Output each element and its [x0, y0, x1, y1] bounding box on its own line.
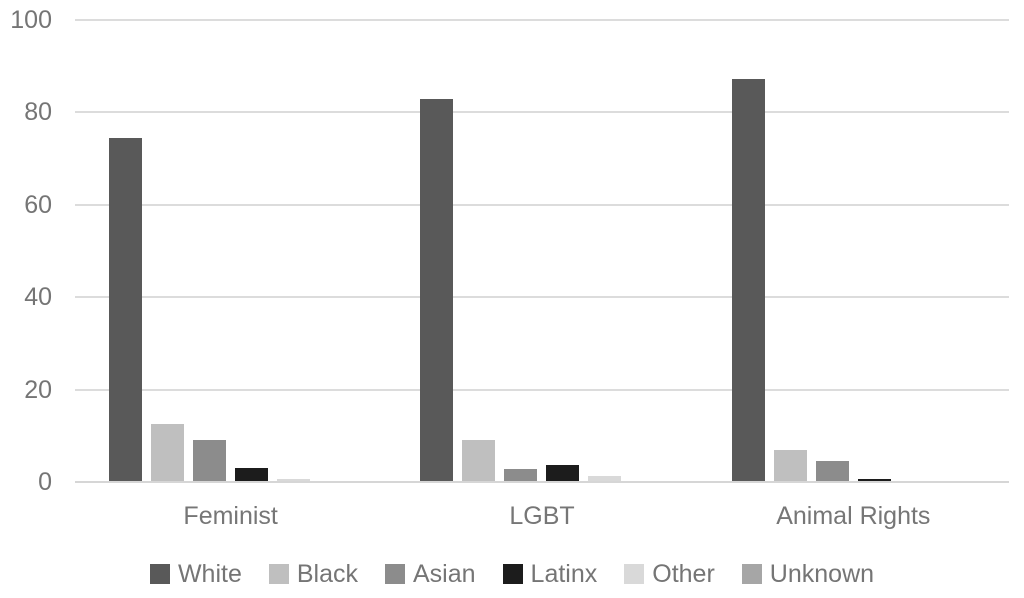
legend-swatch-latinx	[502, 564, 523, 584]
gridline-y-40	[75, 296, 1009, 299]
bar-group-feminist	[75, 20, 386, 482]
legend-swatch-black	[268, 564, 289, 584]
gridline-y-80	[75, 111, 1009, 114]
legend-label-unknown: Unknown	[769, 560, 875, 588]
bar-other-feminist	[277, 479, 311, 482]
legend-item-other: Other	[624, 560, 715, 588]
legend-swatch-asian	[385, 564, 405, 584]
gridline-y-100	[75, 19, 1009, 21]
x-category-label-feminist: Feminist	[183, 502, 278, 530]
legend-label-asian: Asian	[413, 560, 476, 588]
legend-item-unknown: Unknown	[741, 560, 875, 588]
chart-legend: White Black Asian Latinx Other Unknown	[0, 560, 1024, 588]
legend-item-black: Black	[268, 560, 358, 588]
bar-white-lgbt	[420, 99, 454, 482]
legend-item-latinx: Latinx	[502, 560, 598, 588]
legend-swatch-white	[149, 564, 170, 584]
bar-black-animal-rights	[773, 450, 807, 482]
y-tick-label-0: 0	[38, 468, 52, 496]
y-tick-label-40: 40	[24, 283, 52, 312]
legend-swatch-unknown	[741, 564, 762, 584]
bar-latinx-animal-rights	[857, 479, 891, 482]
bar-other-lgbt	[588, 476, 622, 482]
x-category-label-animal-rights: Animal Rights	[776, 502, 931, 530]
legend-label-black: Black	[296, 560, 358, 588]
bar-asian-animal-rights	[815, 461, 849, 482]
legend-swatch-other	[624, 564, 645, 584]
legend-item-white: White	[149, 560, 242, 588]
bar-asian-lgbt	[504, 469, 538, 482]
x-category-label-lgbt: LGBT	[509, 502, 575, 530]
y-tick-label-80: 80	[24, 98, 52, 127]
gridline-y-20	[75, 388, 1009, 391]
bar-group-animal-rights	[698, 20, 1009, 482]
gridline-y-60	[75, 203, 1009, 206]
y-tick-label-20: 20	[24, 375, 52, 404]
bar-black-lgbt	[462, 440, 496, 482]
y-tick-label-60: 60	[24, 190, 52, 219]
legend-label-other: Other	[652, 560, 715, 588]
bar-latinx-lgbt	[546, 465, 580, 482]
x-axis-line	[75, 481, 1009, 483]
y-tick-label-100: 100	[10, 6, 52, 34]
legend-item-asian: Asian	[385, 560, 476, 588]
bar-group-lgbt	[386, 20, 697, 482]
bar-asian-feminist	[193, 440, 227, 482]
legend-label-white: White	[177, 560, 242, 588]
x-axis-category-labels: Feminist LGBT Animal Rights	[75, 500, 1009, 532]
bar-latinx-feminist	[235, 468, 269, 482]
plot-area	[75, 19, 1009, 483]
bar-white-animal-rights	[731, 79, 765, 482]
bar-black-feminist	[151, 424, 185, 482]
bar-white-feminist	[109, 138, 143, 482]
legend-label-latinx: Latinx	[530, 560, 598, 588]
